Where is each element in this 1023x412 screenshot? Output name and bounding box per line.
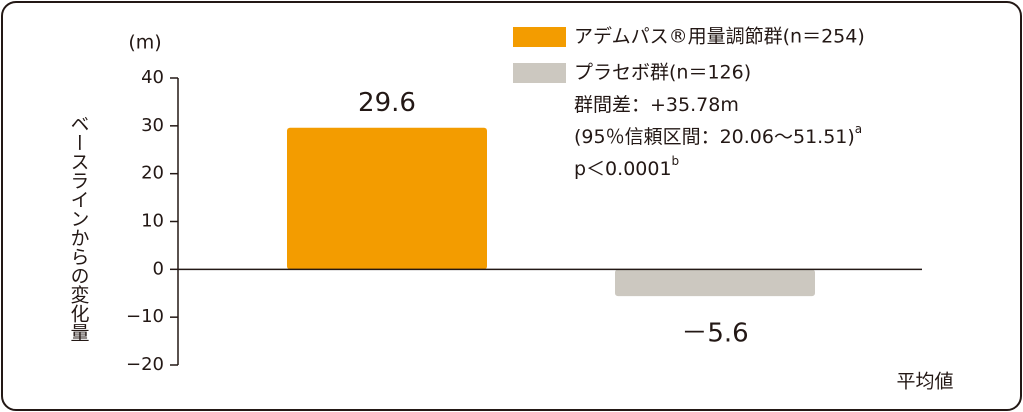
value-label: 29.6 bbox=[358, 88, 416, 118]
legend-label: プラセボ群(n＝126) bbox=[574, 62, 751, 84]
y-tick-label: 0 bbox=[153, 258, 164, 279]
annotation-sup: a bbox=[855, 122, 862, 136]
unit-label: (m) bbox=[128, 32, 161, 54]
y-tick-label: 40 bbox=[141, 67, 164, 88]
bar bbox=[287, 128, 487, 270]
annotation-text: p＜0.0001 bbox=[574, 158, 672, 180]
legend-swatch bbox=[513, 27, 566, 47]
y-tick-label: 20 bbox=[141, 163, 164, 184]
y-axis-title: ベースラインからの変化量 bbox=[68, 114, 90, 342]
bar bbox=[615, 269, 815, 296]
y-tick-label: −20 bbox=[126, 354, 164, 375]
annotation: 群間差：+35.78m bbox=[574, 94, 739, 116]
value-label: －5.6 bbox=[681, 319, 748, 349]
x-axis-title: 平均値 bbox=[896, 371, 953, 393]
annotation: (95％信頼区間：20.06〜51.51)a bbox=[574, 122, 862, 148]
legend-swatch bbox=[513, 63, 566, 83]
annotation-sup: b bbox=[672, 154, 680, 168]
y-tick-label: −10 bbox=[126, 306, 164, 327]
annotation-text: 群間差：+35.78m bbox=[574, 94, 739, 116]
annotation-text: (95％信頼区間：20.06〜51.51) bbox=[574, 126, 855, 148]
legend-label: アデムパス®用量調節群(n＝254) bbox=[574, 26, 865, 48]
y-tick-label: 30 bbox=[141, 115, 164, 136]
y-tick-label: 10 bbox=[141, 211, 164, 232]
annotation: p＜0.0001b bbox=[574, 154, 679, 180]
